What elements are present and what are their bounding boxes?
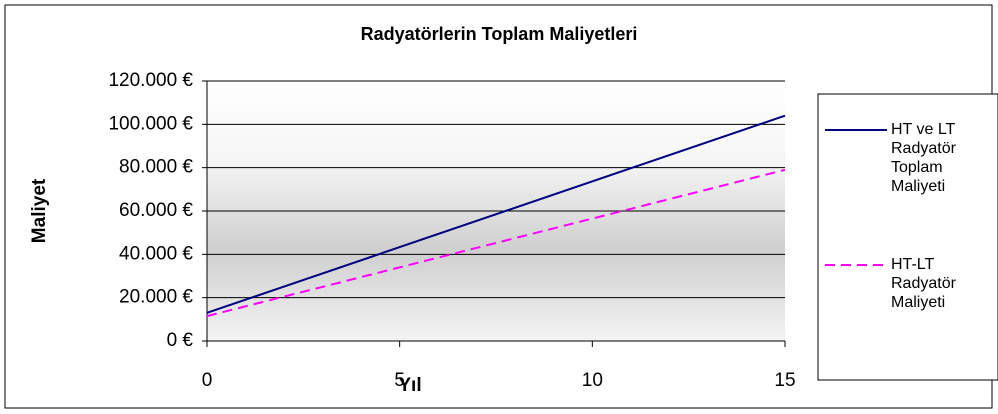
series-line <box>206 114 786 314</box>
y-tick-label: 0 € <box>167 330 194 351</box>
y-tick-label: 80.000 € <box>119 157 193 178</box>
x-tick-label: 5 <box>394 370 405 391</box>
y-axis-label: Maliyet <box>29 178 50 243</box>
x-tick-label: 10 <box>582 370 603 391</box>
legend-entry: HT ve LT Radyatör Toplam Maliyeti <box>891 121 956 195</box>
legend-label: HT ve LT Radyatör Toplam Maliyeti <box>891 121 956 195</box>
legend-entry: HT-LT Radyatör Maliyeti <box>891 256 956 311</box>
y-tick-label: 100.000 € <box>108 113 193 134</box>
chart-title: Radyatörlerin Toplam Maliyetleri <box>361 24 638 44</box>
y-tick-label: 40.000 € <box>119 243 193 264</box>
x-tick-label: 15 <box>774 370 795 391</box>
y-tick-label: 60.000 € <box>119 200 193 221</box>
series-line <box>206 168 786 318</box>
legend-box <box>817 93 998 381</box>
y-tick-label: 20.000 € <box>119 287 193 308</box>
x-axis-label: Yıl <box>398 375 421 396</box>
legend-label: HT-LT Radyatör Maliyeti <box>891 256 956 311</box>
y-tick-label: 120.000 € <box>108 70 193 91</box>
x-tick-label: 0 <box>202 370 213 391</box>
